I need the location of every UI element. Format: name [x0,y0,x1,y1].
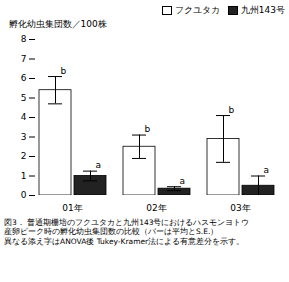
html-text:異なる添え字はANOVA後 Tukey-Kramer法による: 異なる添え字はANOVA後 Tukey-Kramer法による有意差分を示す。 [4,236,245,246]
html-text:九州143号: 九州143号 [240,4,285,15]
svg-text:8: 8 [21,34,27,44]
svg-text:7: 7 [21,54,27,64]
svg-text:b: b [61,66,67,76]
svg-text:b: b [145,124,151,134]
svg-text:a: a [180,176,186,186]
svg-text:6: 6 [21,73,27,83]
svg-text:a: a [264,165,270,175]
svg-text:03年: 03年 [230,203,250,213]
svg-text:a: a [96,160,102,170]
svg-text:b: b [229,105,235,115]
svg-text:0: 0 [21,190,27,200]
svg-text:5: 5 [21,93,27,103]
svg-text:01年: 01年 [62,203,82,213]
svg-text:02年: 02年 [146,203,166,213]
html-text:図3． 普通期栅培のフクユタカと九州143号におけるハスモン: 図3． 普通期栅培のフクユタカと九州143号におけるハスモンヨトウ [4,218,250,227]
svg-text:4: 4 [21,112,27,122]
svg-text:2: 2 [21,151,27,161]
html-text:産卵ピーク時の孵化幼虫集団数の比較（バーは平均とS.E.）: 産卵ピーク時の孵化幼虫集団数の比較（バーは平均とS.E.） [4,227,219,237]
svg-text:孵化幼虫集団数／100株: 孵化幼虫集団数／100株 [9,19,107,29]
svg-text:3: 3 [21,132,27,142]
html-text:フクユタカ: フクユタカ [174,4,220,15]
svg-text:1: 1 [21,171,27,181]
